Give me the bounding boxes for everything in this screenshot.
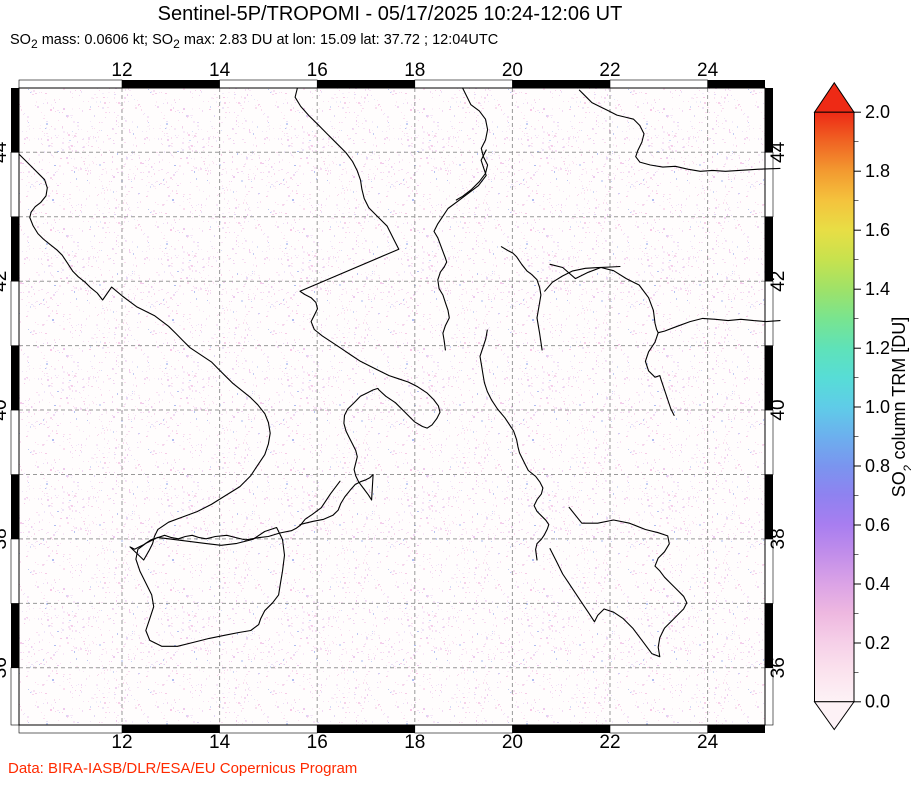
svg-text:16: 16	[307, 732, 328, 753]
svg-text:38: 38	[768, 528, 789, 549]
svg-text:1.0: 1.0	[865, 397, 890, 417]
svg-text:1.8: 1.8	[865, 161, 890, 181]
svg-text:24: 24	[697, 732, 719, 753]
svg-text:20: 20	[502, 732, 523, 753]
svg-text:18: 18	[404, 732, 425, 753]
svg-text:14: 14	[209, 732, 231, 753]
svg-text:0.0: 0.0	[865, 692, 890, 712]
svg-text:1.6: 1.6	[865, 220, 890, 240]
svg-text:36: 36	[768, 657, 789, 678]
svg-text:44: 44	[768, 141, 789, 163]
svg-text:20: 20	[502, 60, 523, 81]
svg-text:16: 16	[307, 60, 328, 81]
svg-text:44: 44	[0, 141, 11, 163]
svg-text:SO2 column TRM [DU]: SO2 column TRM [DU]	[889, 317, 911, 497]
svg-text:42: 42	[0, 271, 11, 292]
svg-text:12: 12	[111, 60, 132, 81]
svg-text:22: 22	[599, 60, 620, 81]
svg-text:0.4: 0.4	[865, 574, 890, 594]
svg-text:24: 24	[697, 60, 719, 81]
svg-text:42: 42	[768, 271, 789, 292]
svg-text:38: 38	[0, 528, 11, 549]
svg-text:2.0: 2.0	[865, 102, 890, 122]
svg-text:18: 18	[404, 60, 425, 81]
svg-text:14: 14	[209, 60, 231, 81]
svg-text:36: 36	[0, 657, 11, 678]
svg-text:0.8: 0.8	[865, 456, 890, 476]
svg-text:12: 12	[111, 732, 132, 753]
svg-text:22: 22	[599, 732, 620, 753]
svg-text:40: 40	[0, 399, 11, 420]
svg-text:1.2: 1.2	[865, 338, 890, 358]
svg-text:0.2: 0.2	[865, 633, 890, 653]
svg-text:1.4: 1.4	[865, 279, 890, 299]
svg-text:0.6: 0.6	[865, 515, 890, 535]
svg-text:40: 40	[768, 399, 789, 420]
